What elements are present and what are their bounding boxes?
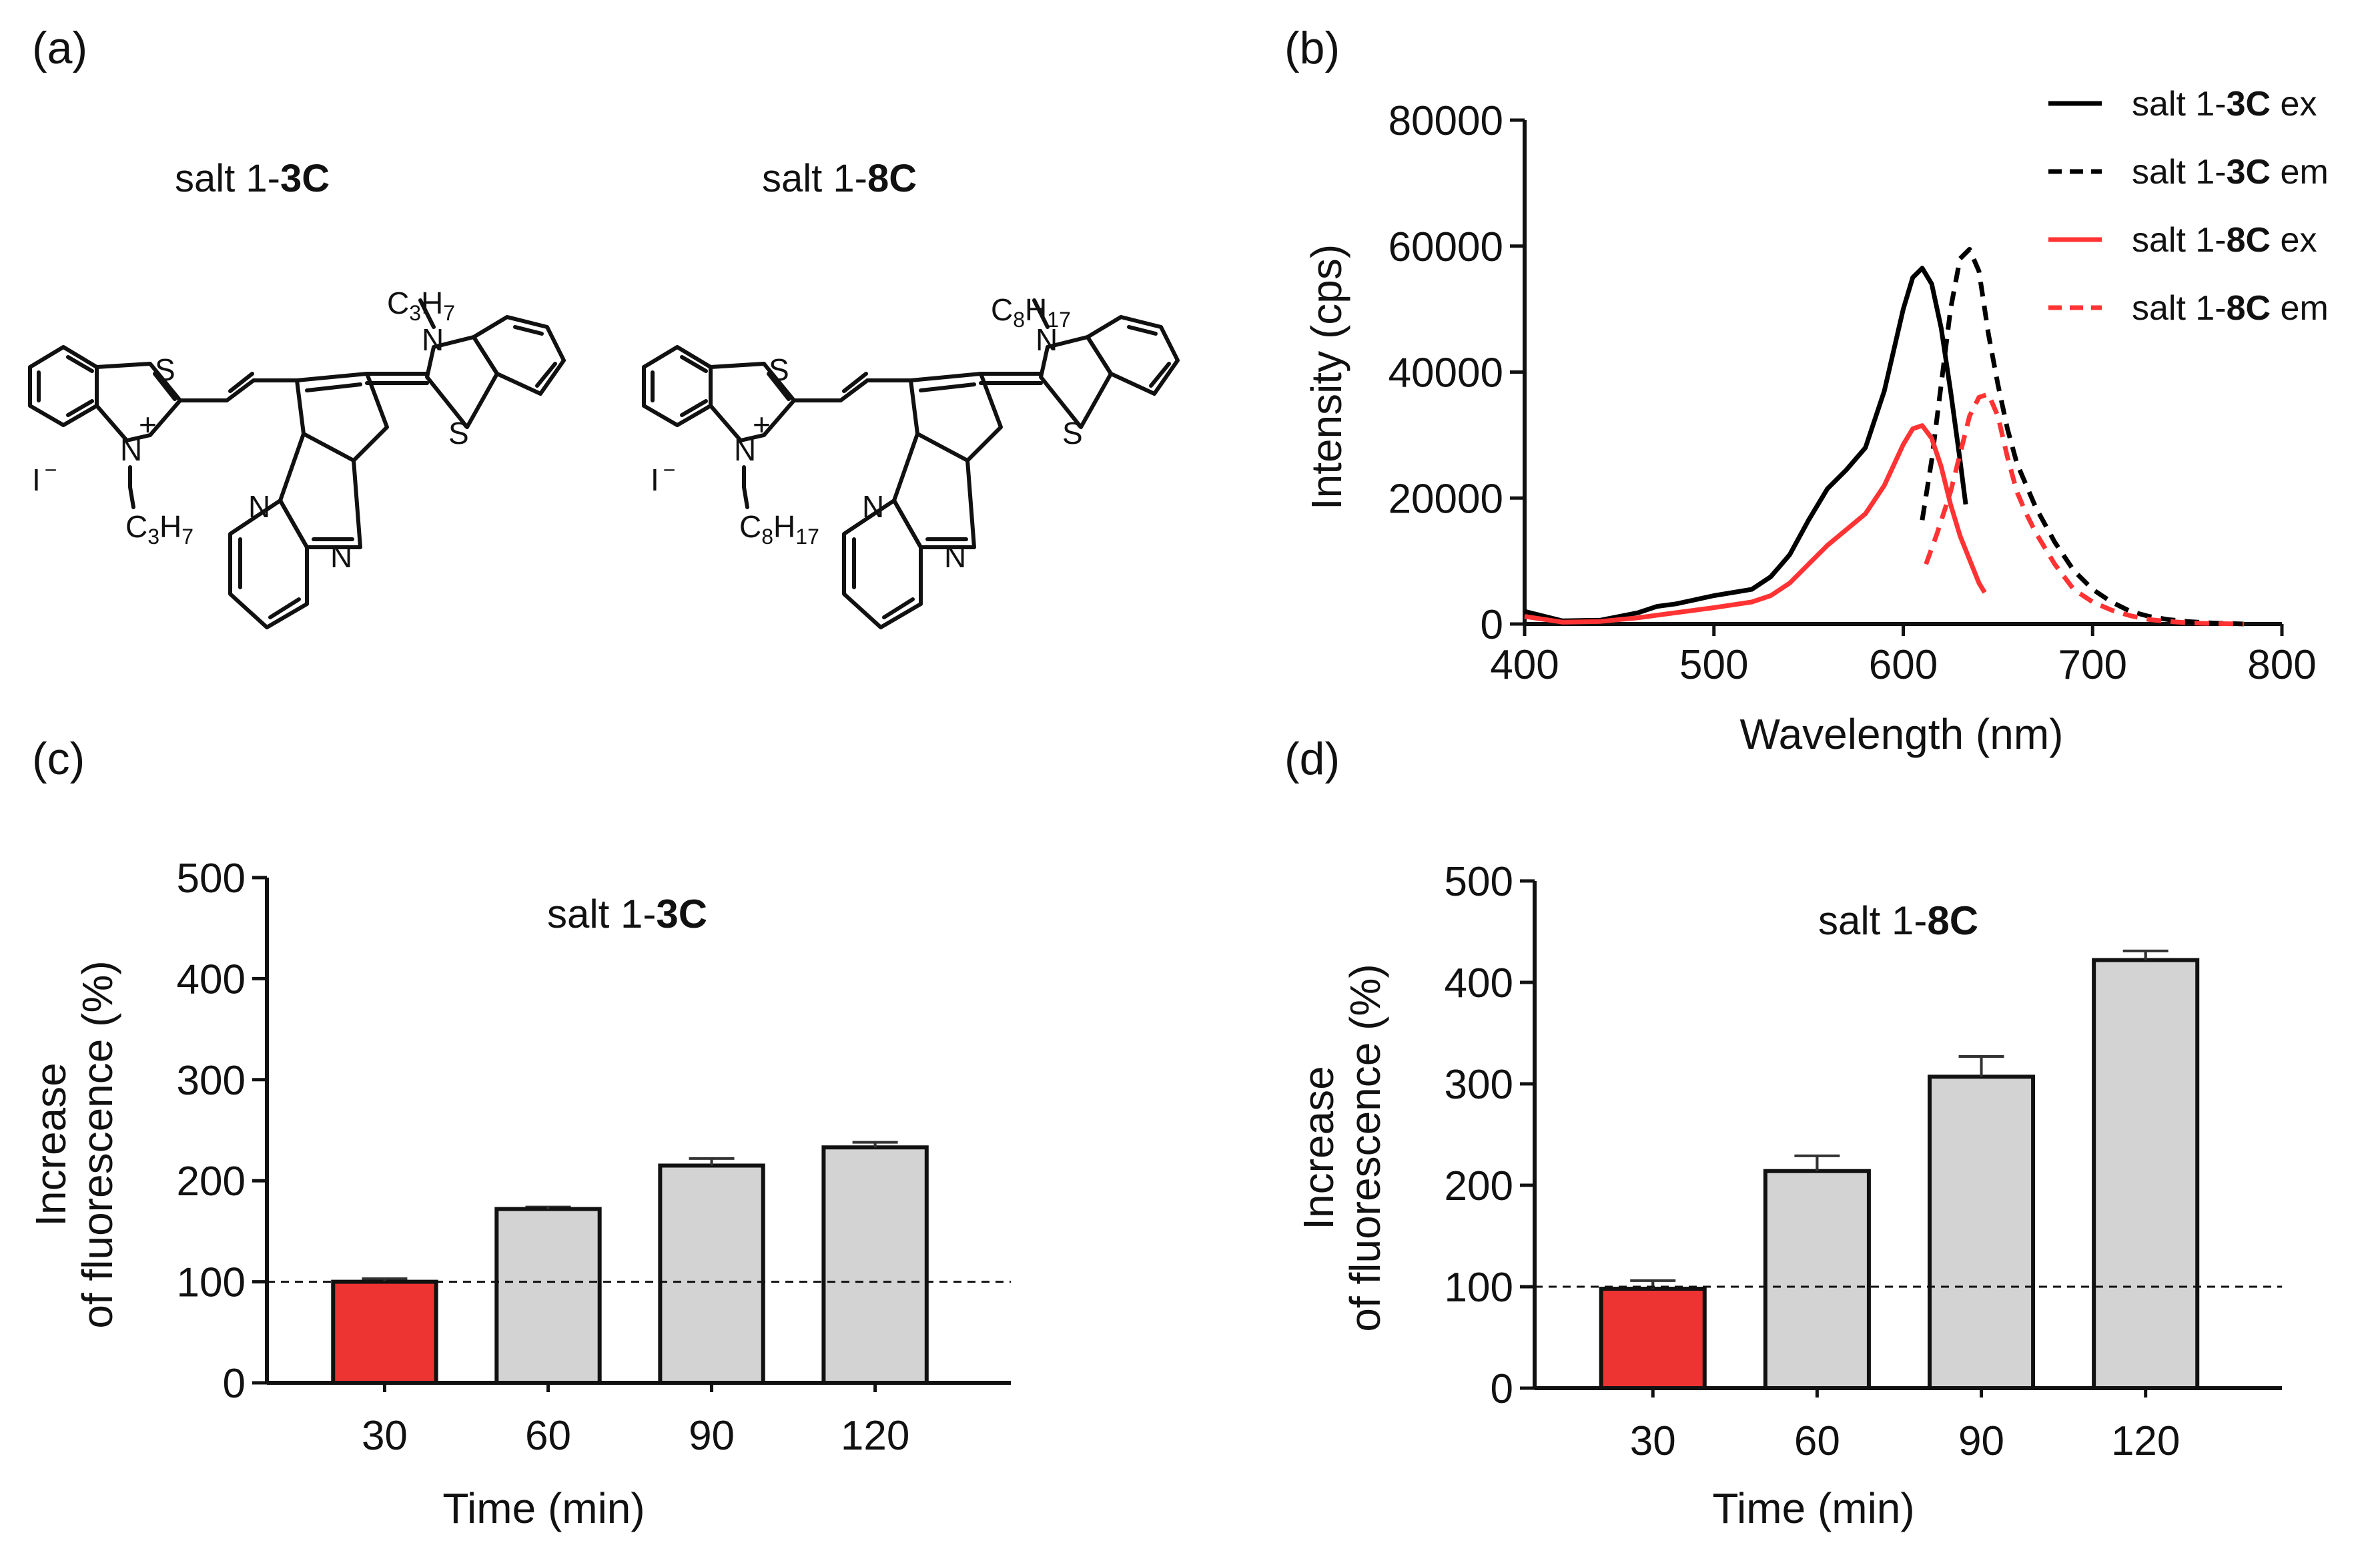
- bar-30-min: [1599, 1287, 1707, 1391]
- panel-b: (b) Intensity (cps) Wavelength (nm) 0 200…: [1284, 23, 2329, 758]
- x-tick-label: 600: [1869, 642, 1938, 688]
- nitrogen-atom: N: [120, 432, 142, 467]
- x-tick-label: 500: [1679, 642, 1748, 688]
- series-line-8c-ex: [1524, 423, 1987, 625]
- y-tick-label: 0: [223, 1361, 246, 1407]
- molecule-1-structure: S N + C3H7 I − N S C3H7: [28, 286, 566, 629]
- y-tick-label: 200: [1445, 1163, 1513, 1209]
- y-tick-label: 100: [1445, 1265, 1513, 1311]
- y-tick-label: 20000: [1389, 476, 1503, 522]
- x-tick-label: 30: [362, 1413, 408, 1459]
- bar-30-min: [331, 1279, 438, 1385]
- bar-chart-8c: salt 1-8C Increase of fluorescence (%) T…: [1294, 859, 2282, 1532]
- panel-label-c: (c): [32, 733, 85, 784]
- x-tick-label: 60: [525, 1413, 571, 1459]
- y-tick-label: 400: [177, 956, 246, 1002]
- bar-120-min: [821, 1145, 929, 1385]
- y-axis-title-line2: of fluorescence (%): [1341, 964, 1389, 1331]
- panel-a: (a) salt 1-3C salt 1-8C S N + C3H7 I −: [28, 23, 1180, 629]
- iodide-counterion: I −: [32, 458, 57, 497]
- chart-title: salt 1-3C: [547, 892, 707, 936]
- x-tick-label: 120: [2111, 1418, 2180, 1464]
- bar-60-min: [1763, 1169, 1871, 1390]
- positive-charge: +: [139, 407, 157, 442]
- bar-90-min: [658, 1163, 765, 1385]
- sulfur-atom: S: [155, 352, 175, 387]
- sulfur-atom: S: [448, 416, 469, 450]
- propyl-substituent: C3H7: [125, 509, 193, 549]
- bar-120-min: [2092, 958, 2200, 1391]
- propyl-substituent: C3H7: [387, 286, 455, 325]
- y-tick-label: 200: [177, 1159, 246, 1205]
- x-axis-title: Wavelength (nm): [1740, 710, 2064, 758]
- x-tick-label: 700: [2058, 642, 2127, 688]
- x-tick-label: 30: [1630, 1418, 1676, 1464]
- x-axis-title: Time (min): [1712, 1484, 1914, 1532]
- legend-entry: salt 1-8C ex: [2132, 221, 2317, 260]
- y-axis-title: Intensity (cps): [1302, 244, 1350, 510]
- y-tick-label: 60000: [1389, 224, 1503, 270]
- molecule-1-title: salt 1-3C: [175, 157, 330, 200]
- x-axis-title: Time (min): [442, 1484, 645, 1532]
- x-tick-label: 90: [1958, 1418, 2004, 1464]
- x-tick-label: 400: [1490, 642, 1559, 688]
- y-axis-title-line2: of fluorescence (%): [73, 960, 121, 1328]
- molecule-2-structure: S N + C8H17 I − N S C8H17 N N: [642, 292, 1180, 629]
- legend-entry: salt 1-3C ex: [2132, 85, 2317, 123]
- bar-chart-3c: salt 1-3C Increase of fluorescence (%) T…: [27, 856, 1011, 1532]
- spectra-chart: Intensity (cps) Wavelength (nm) 0 20000 40…: [1302, 85, 2329, 758]
- series-line-3c-ex: [1524, 266, 1968, 623]
- y-tick-label: 80000: [1389, 98, 1503, 144]
- legend-entry: salt 1-3C em: [2132, 153, 2329, 192]
- y-axis-title-line1: Increase: [1294, 1066, 1342, 1229]
- bar-60-min: [494, 1207, 602, 1385]
- y-tick-label: 400: [1445, 960, 1513, 1006]
- sulfur-atom: S: [1062, 416, 1083, 450]
- y-tick-label: 0: [1491, 1366, 1513, 1412]
- y-tick-label: 0: [1481, 602, 1503, 648]
- panel-c: (c) salt 1-3C Increase of fluorescence (…: [27, 733, 1011, 1532]
- molecule-2-title: salt 1-8C: [762, 157, 917, 200]
- sulfur-atom: S: [769, 352, 789, 387]
- y-tick-label: 300: [177, 1058, 246, 1104]
- x-tick-label: 90: [689, 1413, 735, 1459]
- legend-entry: salt 1-8C em: [2132, 289, 2329, 328]
- x-tick-label: 120: [841, 1413, 909, 1459]
- positive-charge: +: [753, 407, 771, 442]
- nitrogen-atom: N: [734, 432, 756, 467]
- series-line-8c-em: [1924, 392, 2245, 627]
- chart-title: salt 1-8C: [1818, 898, 1978, 943]
- panel-label-b: (b): [1284, 23, 1340, 73]
- y-tick-label: 300: [1445, 1062, 1513, 1108]
- octyl-substituent: C8H17: [739, 509, 819, 549]
- panel-label-a: (a): [32, 23, 87, 73]
- y-tick-label: 500: [1445, 859, 1513, 905]
- y-axis-title-line1: Increase: [27, 1062, 75, 1226]
- iodide-counterion: I −: [651, 458, 675, 497]
- nitrogen-atom: N: [944, 539, 966, 574]
- bar-90-min: [1928, 1074, 2036, 1390]
- panel-label-d: (d): [1284, 733, 1340, 784]
- octyl-substituent: C8H17: [991, 292, 1071, 332]
- nitrogen-atom: N: [330, 539, 352, 574]
- y-tick-label: 500: [177, 856, 246, 902]
- y-tick-label: 100: [177, 1260, 246, 1306]
- x-tick-label: 60: [1794, 1418, 1840, 1464]
- y-tick-label: 40000: [1389, 350, 1503, 396]
- x-tick-label: 800: [2247, 642, 2316, 688]
- panel-d: (d) salt 1-8C Increase of fluorescence (…: [1284, 733, 2282, 1532]
